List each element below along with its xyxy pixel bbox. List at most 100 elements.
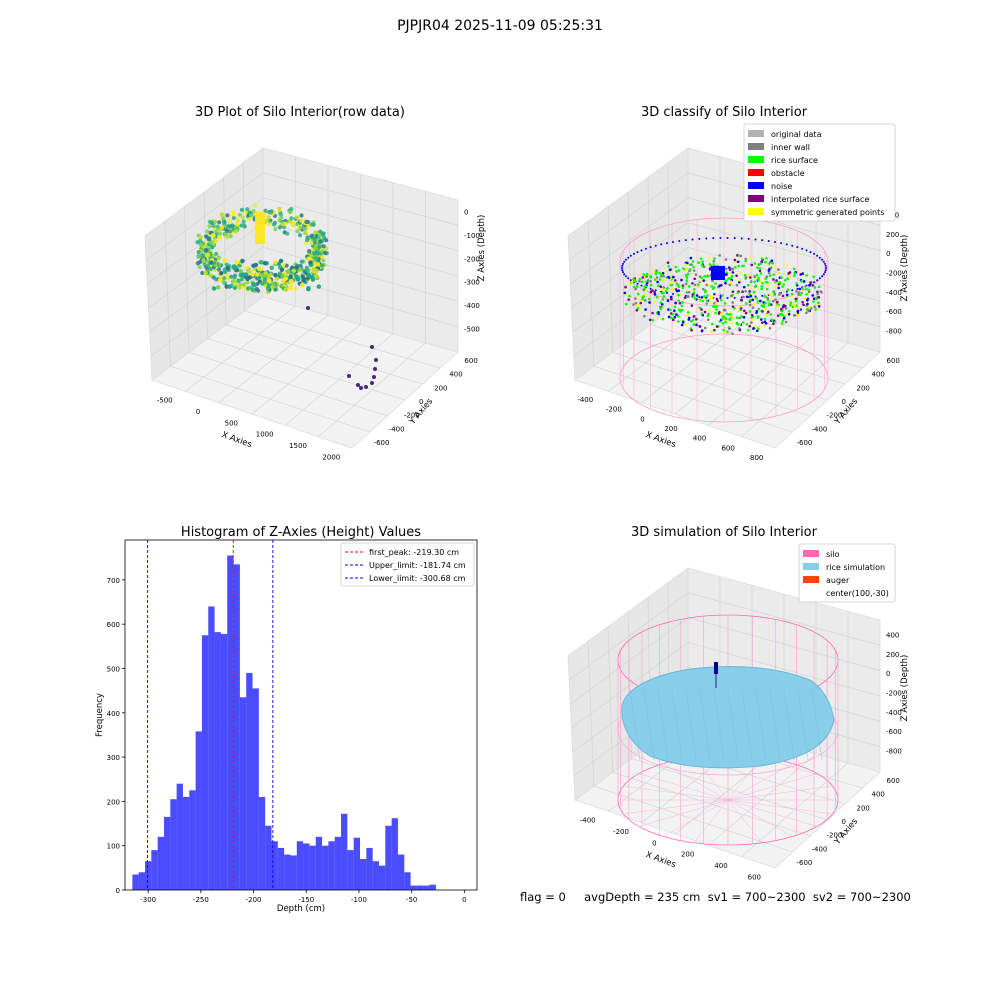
cls-surface-point (641, 276, 645, 279)
cls-surface-point (692, 288, 696, 291)
raw-point (215, 224, 220, 229)
cls-noise-point (684, 294, 687, 297)
raw-point (298, 225, 303, 230)
sim-legend-swatch (803, 563, 819, 570)
raw-z-axis-label: Z Axies (Depth) (477, 215, 487, 282)
raw-x-tick-label: 1500 (289, 442, 307, 450)
cls-surface-point (702, 279, 706, 282)
cls-noise-point (698, 237, 701, 240)
sim-silo-floor-spoke (727, 773, 818, 801)
cls-noise-point (822, 260, 825, 263)
cls-x-tick-label: 0 (640, 415, 644, 423)
sim-rice-mesh-line (629, 689, 641, 761)
raw-point (251, 208, 256, 214)
cls-noise-point (654, 289, 657, 292)
cls-surface-point (792, 314, 796, 317)
cls-noise-point (705, 237, 708, 240)
cls-legend-label: symmetric generated points (771, 208, 884, 217)
cls-surface-point (770, 318, 774, 321)
cls-surface-point (698, 306, 701, 309)
cls-surface-point (759, 299, 762, 303)
raw-point (230, 279, 235, 284)
raw-point (197, 259, 203, 265)
cls-surface-point (708, 296, 712, 300)
cls-surface-point (708, 263, 712, 266)
cls-surface-point (795, 282, 798, 285)
cls-surface-point (654, 272, 658, 276)
cls-surface-point (769, 313, 773, 316)
cls-surface-point (689, 320, 693, 323)
cls-surface-point (805, 274, 808, 277)
cls-surface-point (713, 328, 716, 332)
sim-x-tick-label: 200 (681, 851, 694, 859)
raw-point (324, 238, 329, 243)
sim-x-axis-label: X Axies (644, 850, 677, 870)
cls-noise-point (654, 244, 657, 247)
raw-point (209, 220, 215, 225)
sim-legend-label: rice simulation (826, 563, 885, 572)
cls-surface-point (762, 305, 765, 309)
cls-surface-point (780, 312, 784, 316)
cls-noise-point (627, 277, 630, 280)
cls-x-tick-label: 400 (693, 435, 706, 443)
raw-y-tick-label: 0 (419, 398, 423, 406)
cls-surface-point (675, 313, 678, 316)
cls-noise-point (665, 291, 668, 294)
raw-point (245, 276, 250, 282)
cls-surface-point (664, 289, 668, 293)
raw-point (293, 286, 298, 291)
cls-surface-point (816, 290, 819, 294)
cls-surface-point (749, 298, 752, 302)
cls-surface-point (697, 283, 700, 286)
cls-surface-point (804, 288, 808, 291)
sim-silo-floor-spoke (727, 799, 833, 815)
cls-surface-point (753, 287, 757, 291)
raw-point (255, 272, 260, 277)
raw-point (280, 221, 285, 227)
cls-surface-point (655, 276, 659, 279)
hist-bar (353, 837, 361, 890)
cls-surface-point (755, 297, 759, 300)
cls-noise-point (627, 256, 630, 259)
raw-point (219, 225, 225, 230)
cls-surface-point (701, 260, 704, 263)
cls-surface-point (806, 298, 809, 302)
cls-surface-point (705, 302, 709, 305)
cls-surface-point (746, 284, 750, 287)
cls-surface-point (754, 285, 757, 289)
cls-title: 3D classify of Silo Interior (641, 105, 808, 120)
cls-surface-point (758, 269, 762, 273)
cls-z-tick-label: -200 (886, 270, 902, 278)
cls-noise-point (660, 243, 663, 246)
cls-surface-point (666, 261, 670, 264)
cls-surface-point (680, 323, 684, 327)
raw-point (216, 267, 221, 272)
raw-point (239, 277, 245, 282)
cls-surface-point (696, 299, 700, 303)
raw-point (210, 245, 215, 250)
sim-title: 3D simulation of Silo Interior (631, 525, 818, 540)
cls-surface-point (773, 293, 776, 296)
raw-point (240, 215, 245, 220)
cls-legend-swatch (748, 156, 764, 163)
cls-surface-point (731, 316, 734, 319)
raw-point (237, 212, 242, 217)
sim-x-tick-label: -400 (580, 817, 596, 825)
raw-y-tick-label: 600 (464, 357, 477, 365)
cls-surface-point (661, 317, 665, 321)
cls-surface-point (774, 298, 777, 301)
cls-surface-point (691, 260, 695, 263)
raw-point (309, 233, 314, 238)
cls-surface-point (728, 310, 732, 314)
raw-point (322, 250, 328, 255)
hist-legend (340, 542, 475, 587)
cls-surface-point (750, 321, 753, 324)
raw-outlier-point (370, 381, 374, 385)
cls-surface-point (645, 272, 649, 276)
cls-surface-point (695, 294, 699, 297)
cls-noise-point (629, 279, 632, 282)
raw-point (299, 282, 305, 288)
sim-silo-floor-spoke (727, 763, 793, 801)
cls-surface-point (750, 263, 754, 267)
cls-surface-point (736, 323, 740, 326)
